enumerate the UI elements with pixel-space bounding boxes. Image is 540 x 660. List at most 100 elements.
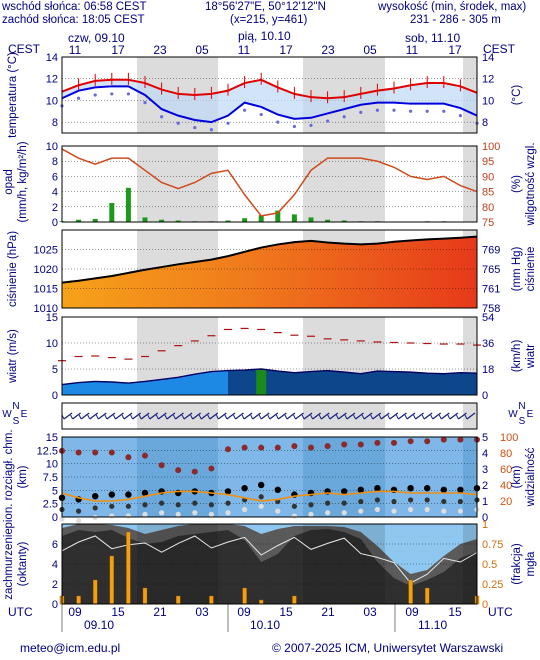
y-tick-label: 10 [46,141,58,153]
y-tick-label: 5 [52,364,58,376]
fog-bar [142,587,148,605]
precipitation-bar [225,220,231,222]
hour-tick-bottom: 21 [321,605,335,619]
dewpoint-point [276,120,280,124]
copyright-text: © 2007-2025 ICM, Uniwersytet Warszawski [272,641,504,655]
cloud-base-point [241,485,248,492]
y-tick-label: 1010 [34,303,58,315]
cloud-base-point [358,508,364,514]
wind-direction-arrow [123,412,133,420]
cloud-top-point [291,443,298,450]
dewpoint-point [409,109,413,113]
cloud-base-point [175,502,181,508]
cloud-base-point [457,508,463,514]
wind-direction-arrow [432,412,442,420]
y-tick-label-right: 0.75 [482,539,503,551]
panel-frame [61,316,478,396]
fog-bar [109,555,115,605]
wind-direction-arrow [380,412,390,420]
visibility-percent-label: 60 [500,464,512,476]
y-tick-label-right: 0.25 [482,579,503,591]
cloud-top-point [142,452,148,459]
wind-panel: 0 5 10 15 0 18 36 54 [46,312,495,402]
dewpoint-point [160,115,164,119]
cloud-base-point [159,500,165,506]
day-label-top: czw, 09.10 [68,31,125,45]
cloud-base-point [275,508,281,514]
hour-tick-bottom: 09 [237,605,251,619]
wind-speed-line [61,368,478,386]
timezone-label-bottom: UTC [488,605,513,619]
wind-direction-arrow [337,412,347,420]
y-tick-label: 0 [52,217,58,229]
y-tick-label: 12.5 [37,445,58,457]
humidity-axis-label: wilgotność wzgl. [525,142,537,226]
y-tick-label-right: 75 [482,217,494,229]
precipitation-panel: 0 2 4 6 8 10 75 80 85 90 95 100 [46,141,501,229]
visibility-percent-label: 20 [500,496,512,508]
dewpoint-point [193,125,197,130]
cloud-base-point [159,510,165,516]
cloudiness-panel: 0 2 4 6 0 0.25 0.5 0.75 1 [52,519,504,611]
cloud-base-point [424,485,431,492]
fog-bar [92,579,98,605]
panel-frame [61,523,478,605]
wind-direction-barb [104,414,108,420]
humidity-axis-label: (%) [511,175,523,193]
wind-direction-arrow [286,412,296,420]
cloud-base-point [258,494,264,500]
wind-direction-arrow [243,412,253,420]
y-tick-label: 2.5 [43,499,58,511]
y-tick-label: 0 [52,390,58,402]
cloud-base-point [192,510,198,516]
night-band [137,146,218,222]
precipitation-bar [275,210,281,222]
wind-direction-barb [353,414,356,420]
panel-background [62,403,477,429]
dewpoint-point [375,108,379,112]
day-label-top: sob, 11.10 [405,31,460,45]
y-tick-label: 2 [52,579,58,591]
wind-direction-arrow [346,412,356,420]
wind-direction-arrow [209,412,219,420]
cloud-base-point [76,508,82,514]
hour-tick-top: 23 [153,43,167,57]
hour-tick-top: 11 [69,43,82,57]
cloud-base-point [457,498,463,505]
y-tick-label: 15 [46,312,58,324]
dewpoint-point [226,121,230,125]
wind-direction-barb [164,414,168,420]
day-label-bottom: 10.10 [250,618,280,632]
cloud-base-point [76,518,82,524]
y-tick-label-right: 0 [482,512,488,524]
cloud-base-point [109,503,115,509]
y-tick-label: 7.5 [43,472,58,484]
wind-direction-arrow [303,412,313,420]
cloud-base-point [142,511,148,517]
cloud-top-point [208,465,215,472]
cloud-top-point [407,438,414,445]
y-tick-label-right: 765 [482,264,500,276]
cloud-top-point [374,439,381,446]
dewpoint-point [458,114,462,118]
compass-label: E [527,409,534,420]
wind-direction-barb [155,414,159,420]
wind-direction-barb [258,414,262,420]
cloud-top-point [457,436,464,443]
y-tick-label: 0 [52,512,58,524]
cloud-base-point [258,503,264,509]
wind-direction-barb [370,414,374,420]
fog-bar [425,587,430,605]
contact-email[interactable]: meteo@icm.edu.pl [20,641,121,655]
cloud-base-point [341,510,347,516]
compass-label: W [508,409,518,420]
wind-axis-label: wiatr (m/s) [7,329,19,384]
temperature-spread-area [62,79,477,123]
wind-direction-arrow [217,412,227,420]
compass-label: W [2,409,12,420]
y-tick-label: 15 [46,432,58,444]
wind-direction-arrow [140,412,150,420]
cloud-base-point [192,500,198,506]
hour-tick-bottom: 09 [405,605,419,619]
cloud-base-point [407,485,414,492]
